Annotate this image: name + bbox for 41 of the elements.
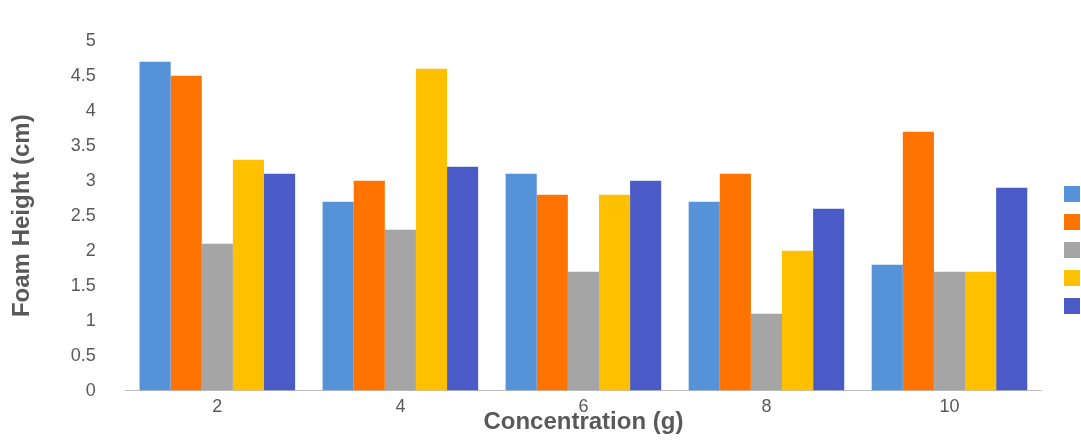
y-tick-label: 0.5 (70, 344, 96, 365)
bar (384, 229, 416, 391)
y-axis-title: Foam Height (cm) (7, 114, 35, 318)
bar (505, 173, 537, 391)
bar (719, 173, 751, 391)
y-tick-label: 1 (85, 309, 96, 330)
bar (782, 250, 814, 391)
y-tick-label: 4 (85, 99, 96, 120)
bar (598, 194, 631, 391)
x-tick-label: 8 (761, 396, 772, 417)
bar (750, 313, 783, 391)
y-tick-label: 3 (85, 169, 96, 190)
x-tick-label: 4 (395, 396, 406, 417)
y-tick-label: 2.5 (70, 204, 96, 225)
bar (170, 75, 202, 391)
bar (933, 271, 966, 391)
bar (264, 173, 296, 391)
x-tick-label: 2 (212, 396, 223, 417)
bar (536, 194, 568, 391)
y-tick-label: 3.5 (70, 134, 96, 155)
bar (688, 201, 720, 391)
x-tick-label: 10 (939, 396, 960, 417)
y-tick-label: 4.5 (70, 64, 96, 85)
bar (567, 271, 599, 391)
bar (232, 159, 265, 391)
bar (902, 131, 934, 391)
y-tick-label: 2 (85, 239, 96, 260)
y-tick-label: 1.5 (70, 274, 96, 295)
bar (322, 201, 354, 391)
y-tick-label: 5 (85, 29, 96, 50)
bar (965, 271, 997, 391)
bar (201, 243, 233, 391)
y-tick-label: 0 (85, 379, 96, 400)
bar (353, 180, 385, 391)
bar (447, 166, 479, 391)
bar (813, 208, 845, 391)
bar (139, 61, 171, 391)
bar (871, 264, 903, 391)
bar (415, 68, 448, 391)
bar (996, 187, 1028, 391)
bar (630, 180, 662, 391)
